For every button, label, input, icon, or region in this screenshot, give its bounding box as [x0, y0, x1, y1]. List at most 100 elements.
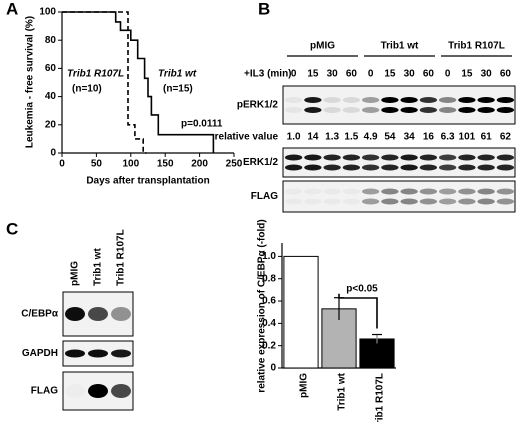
band [284, 97, 303, 103]
y-tick-label: 0.6 [262, 296, 276, 307]
lane-label: Trib1 R107L [116, 229, 127, 286]
band [304, 107, 322, 113]
band [284, 107, 303, 113]
band [323, 107, 341, 113]
group-label: Trib1 wt [381, 41, 419, 52]
band [284, 164, 303, 171]
bar [283, 255, 319, 369]
x-tick-label: pMIG [299, 373, 310, 398]
band [477, 164, 495, 171]
band [496, 188, 515, 195]
band [438, 188, 457, 195]
y-tick-label: 40 [45, 91, 57, 102]
y-tick-label: 0 [50, 148, 56, 159]
band [284, 154, 303, 161]
band [381, 164, 399, 171]
y-tick-label: 0.2 [262, 340, 276, 351]
panel-label: B [258, 0, 270, 18]
relative-value: 1.0 [287, 132, 301, 143]
band [88, 307, 108, 321]
band [438, 164, 457, 171]
x-axis-label: Days after transplantation [86, 176, 209, 187]
lane-label: pMIG [70, 261, 81, 286]
band [400, 97, 418, 103]
band [285, 189, 302, 195]
relative-value: 16 [423, 132, 435, 143]
relative-value: 101 [459, 132, 476, 143]
band [400, 188, 418, 195]
relative-value: 54 [384, 132, 396, 143]
series-label: Trib1 wt [158, 69, 197, 80]
annotation: p<0.05 [346, 284, 378, 295]
band [323, 154, 341, 161]
band [343, 199, 360, 205]
y-tick-label: 0 [270, 363, 276, 374]
band [111, 349, 131, 358]
band [400, 107, 418, 113]
annotation: (n=15) [163, 84, 193, 95]
band [343, 189, 360, 195]
band [458, 188, 476, 195]
band [381, 97, 399, 103]
row-label: ERK1/2 [243, 157, 278, 168]
band [111, 307, 131, 321]
x-tick-label: 50 [91, 159, 103, 170]
band [304, 189, 321, 195]
band [419, 164, 438, 171]
band [477, 198, 495, 205]
band [400, 164, 418, 171]
x-tick-label: Trib1 wt [337, 372, 348, 410]
band [458, 107, 476, 113]
lane-label: 30 [404, 69, 416, 80]
panel-label: A [6, 0, 18, 18]
x-tick-label: 200 [191, 159, 208, 170]
y-tick-label: 1.0 [262, 251, 276, 262]
band [361, 97, 380, 103]
y-tick-label: 80 [45, 35, 57, 46]
band [496, 198, 515, 205]
group-label: Trib1 R107L [448, 41, 505, 52]
lane-label: 60 [346, 69, 358, 80]
relative-value: 34 [404, 132, 416, 143]
y-tick-label: 0.4 [262, 318, 276, 329]
band [111, 384, 131, 398]
band [304, 199, 321, 205]
band [438, 198, 457, 205]
band [342, 107, 361, 113]
relative-value: 6.3 [441, 132, 455, 143]
series-label: Trib1 R107L [67, 69, 124, 80]
x-tick-label: 100 [122, 159, 139, 170]
relative-value: 1.5 [344, 132, 358, 143]
band [342, 97, 361, 103]
lane-label: 30 [481, 69, 493, 80]
band [419, 97, 438, 103]
y-tick-label: 60 [45, 63, 57, 74]
relative-value: 1.3 [325, 132, 339, 143]
band [285, 199, 302, 205]
group-label: pMIG [310, 41, 335, 52]
row-label: FLAG [251, 191, 278, 202]
lane-label: 15 [307, 69, 319, 80]
lane-label: Trib1 wt [93, 248, 104, 286]
band [400, 198, 418, 205]
lane-label: 60 [423, 69, 435, 80]
row-label: FLAG [31, 386, 58, 397]
lane-label: 60 [500, 69, 512, 80]
band [381, 154, 399, 161]
band [477, 188, 495, 195]
band [361, 107, 380, 113]
band [496, 154, 515, 161]
relative-value: 14 [307, 132, 319, 143]
band [361, 164, 380, 171]
y-tick-label: 20 [45, 119, 57, 130]
band [361, 154, 380, 161]
band [65, 349, 85, 358]
band [65, 384, 85, 398]
band [458, 97, 476, 103]
band [458, 164, 476, 171]
band [361, 188, 380, 195]
band [381, 198, 399, 205]
x-tick-label: 0 [59, 159, 65, 170]
survival-line [62, 11, 147, 154]
